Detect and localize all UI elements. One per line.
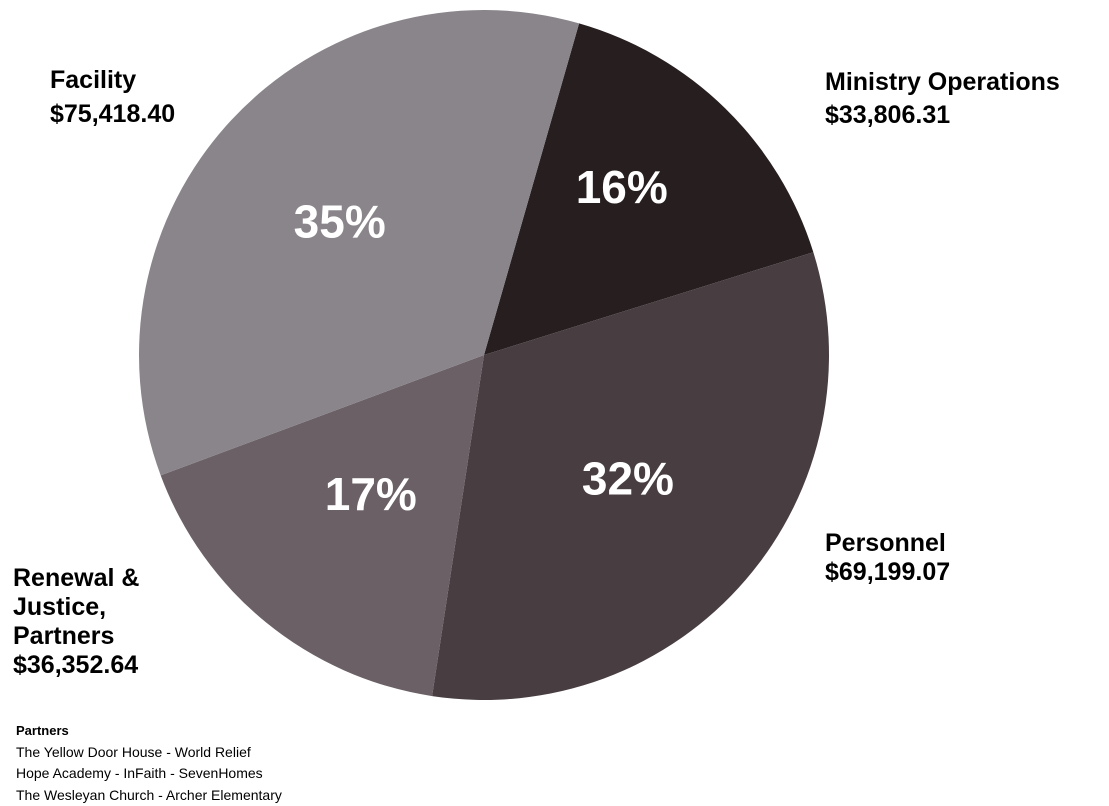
category-amount-personnel: $69,199.07 [825, 558, 950, 587]
footnote-line: The Yellow Door House - World Relief [16, 742, 282, 764]
partners-footnote: Partners The Yellow Door House - World R… [16, 720, 282, 806]
category-label-personnel: Personnel $69,199.07 [825, 529, 950, 587]
category-label-renewal-justice-partners: Renewal & Justice, Partners $36,352.64 [13, 564, 139, 680]
footnote-line: Hope Academy - InFaith - SevenHomes [16, 763, 282, 785]
category-name-personnel: Personnel [825, 529, 950, 558]
category-amount-ministry-operations: $33,806.31 [825, 101, 1060, 130]
footnote-line: The Wesleyan Church - Archer Elementary [16, 785, 282, 806]
category-name-line-3: Partners [13, 622, 139, 651]
pie-percent-label: 16% [576, 161, 668, 213]
pie-percent-label: 17% [325, 468, 417, 520]
category-name-ministry-operations: Ministry Operations [825, 68, 1060, 97]
footnote-title: Partners [16, 720, 282, 742]
category-name-facility: Facility [50, 66, 175, 95]
category-amount-facility: $75,418.40 [50, 100, 175, 129]
category-name-line-2: Justice, [13, 593, 139, 622]
pie-slices [139, 10, 829, 700]
pie-percent-label: 32% [582, 453, 674, 505]
category-label-ministry-operations: Ministry Operations $33,806.31 [825, 68, 1060, 130]
pie-percent-label: 35% [294, 195, 386, 247]
category-label-facility: Facility $75,418.40 [50, 66, 175, 129]
category-name-line-1: Renewal & [13, 564, 139, 593]
category-amount-renewal-justice-partners: $36,352.64 [13, 651, 139, 680]
